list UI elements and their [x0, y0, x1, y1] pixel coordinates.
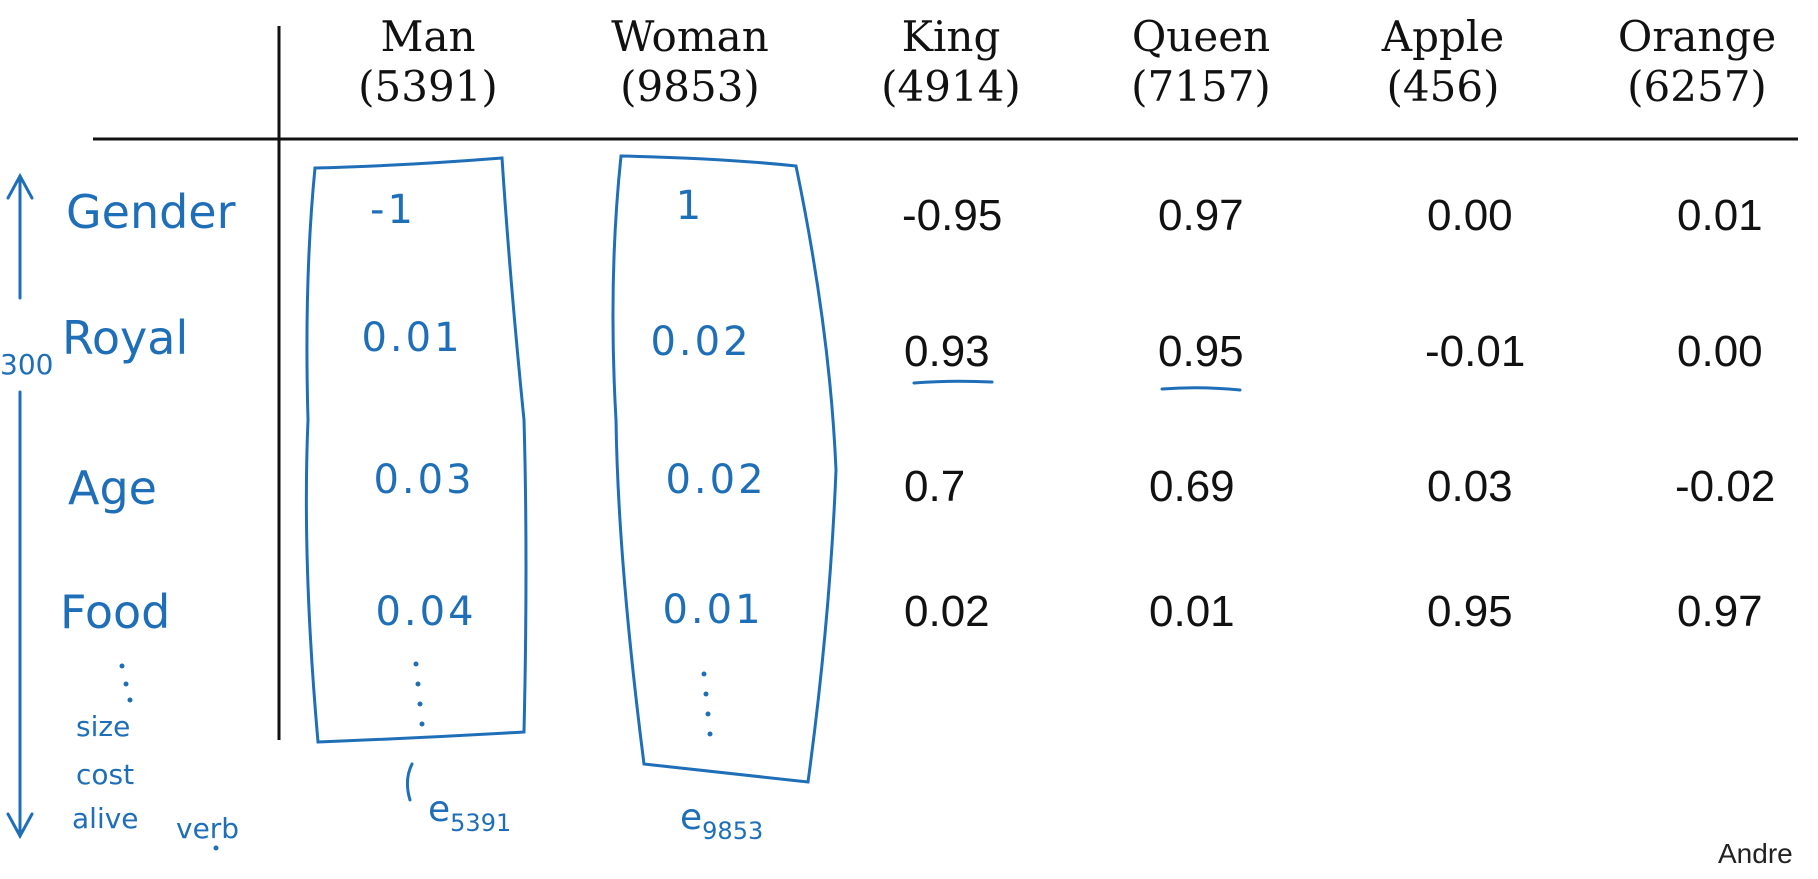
man-vector-royal: 0.01 — [361, 315, 463, 361]
man-vector-food: 0.04 — [375, 589, 477, 635]
col-index: (7157) — [1131, 62, 1271, 111]
feature-ellipsis — [119, 663, 133, 703]
dimension-arrow — [6, 172, 34, 840]
cell-apple-food: 0.95 — [1427, 587, 1513, 636]
cell-queen-gender: 0.97 — [1158, 191, 1244, 240]
man-vector-age: 0.03 — [373, 457, 475, 503]
woman-vector-gender: 1 — [675, 183, 705, 229]
cell-apple-gender: 0.00 — [1427, 191, 1513, 240]
man-vector-gender: -1 — [370, 187, 416, 233]
col-word: Queen — [1131, 12, 1271, 61]
cell-king-age: 0.7 — [904, 462, 966, 511]
woman-vector-label: e9853 — [680, 798, 763, 851]
cell-apple-age: 0.03 — [1427, 462, 1513, 511]
col-word: King — [901, 12, 1001, 61]
feature-label-cost: cost — [76, 758, 135, 791]
woman-vector-bracket — [611, 154, 838, 784]
cell-orange-food: 0.97 — [1677, 587, 1763, 636]
woman-vector-ellipsis — [701, 671, 713, 737]
feature-label-alive: alive — [72, 802, 139, 835]
cell-queen-age: 0.69 — [1149, 462, 1235, 511]
col-header-apple: Apple (456) — [1343, 12, 1543, 112]
col-word: Woman — [611, 12, 769, 61]
cell-king-royal: 0.93 — [904, 327, 990, 376]
col-header-orange: Orange (6257) — [1597, 12, 1797, 112]
dimension-label: 300 — [0, 348, 54, 381]
verb-dot — [213, 845, 219, 851]
cell-apple-royal: -0.01 — [1425, 327, 1526, 376]
col-word: Man — [380, 12, 476, 61]
col-header-king: King (4914) — [851, 12, 1051, 112]
vector-subscript: 9853 — [702, 817, 764, 845]
col-header-queen: Queen (7157) — [1101, 12, 1301, 112]
vector-subscript: 5391 — [450, 809, 512, 837]
col-word: Apple — [1381, 12, 1505, 61]
cell-queen-royal: 0.95 — [1158, 327, 1244, 376]
col-index: (6257) — [1627, 62, 1767, 111]
man-label-hook — [405, 762, 414, 802]
cell-king-food: 0.02 — [904, 587, 990, 636]
col-index: (456) — [1386, 62, 1500, 111]
credit-text: Andre — [1718, 838, 1793, 869]
col-header-man: Man (5391) — [328, 12, 528, 112]
underline-king-royal — [912, 379, 994, 385]
man-vector-ellipsis — [413, 661, 425, 727]
man-vector-label: e5391 — [428, 790, 511, 843]
woman-vector-royal: 0.02 — [650, 319, 752, 365]
feature-label-verb: verb — [176, 812, 240, 845]
feature-label-royal: Royal — [62, 311, 189, 365]
cell-orange-royal: 0.00 — [1677, 327, 1763, 376]
col-word: Orange — [1617, 12, 1777, 61]
cell-orange-gender: 0.01 — [1677, 191, 1763, 240]
col-index: (4914) — [881, 62, 1021, 111]
man-vector-bracket — [304, 156, 528, 744]
col-index: (5391) — [358, 62, 498, 111]
feature-label-size: size — [76, 710, 131, 743]
vector-letter: e — [428, 789, 451, 830]
feature-label-gender: Gender — [66, 185, 236, 239]
woman-vector-age: 0.02 — [665, 457, 767, 503]
woman-vector-food: 0.01 — [662, 587, 764, 633]
feature-label-age: Age — [68, 461, 157, 515]
col-header-woman: Woman (9853) — [590, 12, 790, 112]
col-index: (9853) — [620, 62, 760, 111]
cell-queen-food: 0.01 — [1149, 587, 1235, 636]
underline-queen-royal — [1160, 386, 1242, 392]
cell-orange-age: -0.02 — [1675, 462, 1776, 511]
feature-label-food: Food — [60, 585, 171, 639]
cell-king-gender: -0.95 — [902, 191, 1003, 240]
vector-letter: e — [680, 797, 703, 838]
